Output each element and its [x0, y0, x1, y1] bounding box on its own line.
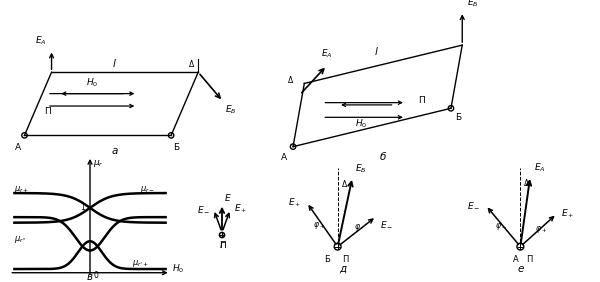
Text: $\mu_{r-}$: $\mu_{r-}$ [140, 184, 155, 195]
Text: П: П [218, 241, 226, 250]
Text: $E_+$: $E_+$ [288, 196, 302, 209]
Text: Б: Б [325, 255, 330, 264]
Text: П: П [342, 255, 349, 264]
Text: $\mu_{r'+}$: $\mu_{r'+}$ [132, 258, 149, 269]
Text: $E_A$: $E_A$ [35, 35, 47, 47]
Text: 0: 0 [94, 271, 98, 280]
Text: $\varphi_+$: $\varphi_+$ [313, 220, 325, 231]
Text: $\Delta$: $\Delta$ [523, 177, 530, 188]
Text: $E_+$: $E_+$ [233, 203, 247, 215]
Text: П: П [418, 96, 425, 105]
Text: Б: Б [455, 113, 461, 122]
Text: $E_A$: $E_A$ [321, 47, 332, 60]
Text: $\Delta$: $\Delta$ [341, 178, 348, 189]
Text: $E_Б$: $E_Б$ [225, 104, 237, 116]
Text: г: г [219, 240, 225, 250]
Text: е: е [517, 264, 524, 274]
Text: $E_-$: $E_-$ [380, 219, 394, 229]
Text: $\varphi$: $\varphi$ [354, 222, 361, 233]
Text: E: E [224, 193, 230, 202]
Text: A: A [512, 255, 518, 264]
Text: $E_Б$: $E_Б$ [467, 0, 478, 9]
Text: б: б [380, 153, 386, 162]
Text: l: l [375, 47, 378, 57]
Text: A: A [14, 143, 21, 152]
Text: $E_A$: $E_A$ [534, 161, 546, 174]
Text: A: A [281, 153, 287, 162]
Text: Б: Б [173, 143, 179, 152]
Text: $\mu_{r''}$: $\mu_{r''}$ [14, 234, 27, 245]
Text: $E_Б$: $E_Б$ [355, 162, 367, 175]
Text: в: в [87, 272, 93, 282]
Text: д: д [339, 264, 346, 274]
Text: П: П [526, 255, 533, 264]
Text: 1: 1 [80, 203, 85, 212]
Text: а: а [112, 146, 118, 156]
Text: П: П [44, 107, 50, 116]
Text: $\varphi_-$: $\varphi_-$ [495, 221, 507, 232]
Text: $H_0$: $H_0$ [172, 263, 185, 275]
Text: $\mu_r$: $\mu_r$ [94, 158, 104, 169]
Text: $\mu_{r+}$: $\mu_{r+}$ [14, 184, 30, 195]
Text: $H_0$: $H_0$ [86, 77, 98, 89]
Text: $\varphi_+$: $\varphi_+$ [535, 224, 547, 235]
Text: $E_-$: $E_-$ [197, 204, 211, 214]
Text: l: l [112, 59, 115, 69]
Text: $\Delta$: $\Delta$ [188, 58, 195, 69]
Text: $E_-$: $E_-$ [467, 200, 481, 210]
Text: $E_+$: $E_+$ [561, 208, 574, 220]
Text: $H_0$: $H_0$ [355, 117, 367, 130]
Text: $\Delta$: $\Delta$ [287, 74, 295, 85]
